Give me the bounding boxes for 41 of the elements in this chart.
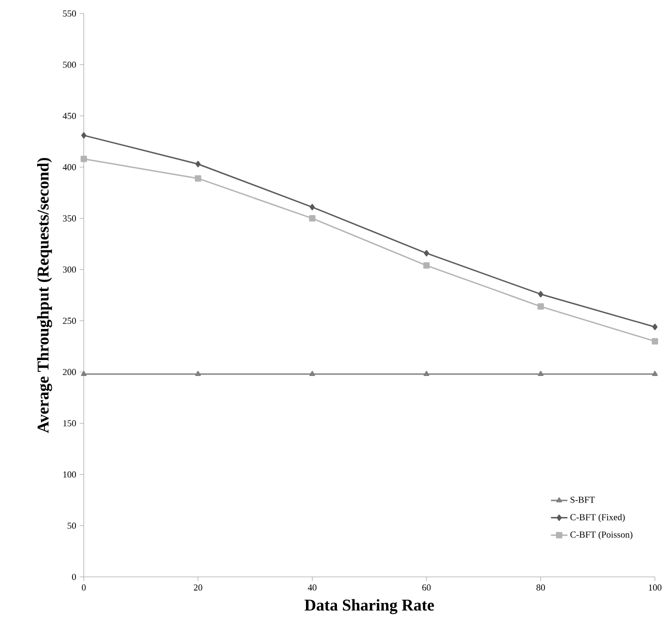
point <box>652 371 658 376</box>
point <box>80 371 87 376</box>
point <box>309 215 316 222</box>
y-tick-label: 0 <box>72 574 76 580</box>
point <box>194 175 202 182</box>
point <box>424 371 430 376</box>
point <box>652 338 658 345</box>
y-tick-label: 100 <box>63 472 76 478</box>
x-axis-title: Data Sharing Rate <box>304 599 434 614</box>
y-tick-label: 300 <box>62 266 76 273</box>
point <box>538 371 544 376</box>
x-tick-label: 100 <box>648 584 662 591</box>
point <box>652 324 658 330</box>
legend-label: C-BFT (Poisson) <box>570 531 632 540</box>
point <box>80 156 87 162</box>
y-tick-label: 200 <box>62 369 76 376</box>
y-tick-label: 500 <box>63 62 76 68</box>
x-tick-label: 80 <box>536 584 545 591</box>
x-tick-label: 40 <box>308 584 316 591</box>
x-tick-label: 60 <box>422 584 431 591</box>
y-axis-title: Average Throughput (Requests/second) <box>37 158 52 434</box>
legend-label: S-BFT <box>570 496 595 504</box>
point <box>423 262 430 269</box>
point <box>424 250 430 257</box>
point <box>538 291 544 298</box>
x-tick-label: 20 <box>194 584 202 591</box>
y-tick-label: 50 <box>68 522 76 529</box>
y-tick-label: 150 <box>63 420 76 427</box>
point <box>195 161 201 168</box>
point <box>81 132 86 139</box>
point <box>310 204 315 210</box>
legend-label: C-BFT (Fixed) <box>570 514 625 522</box>
y-tick-label: 450 <box>62 113 76 120</box>
point <box>309 371 316 376</box>
point <box>195 371 201 376</box>
y-tick-label: 350 <box>62 215 76 222</box>
y-tick-label: 550 <box>63 10 76 17</box>
y-tick-label: 250 <box>62 318 76 324</box>
y-tick-label: 400 <box>62 164 76 170</box>
point <box>538 304 544 310</box>
x-tick-label: 0 <box>82 584 86 591</box>
